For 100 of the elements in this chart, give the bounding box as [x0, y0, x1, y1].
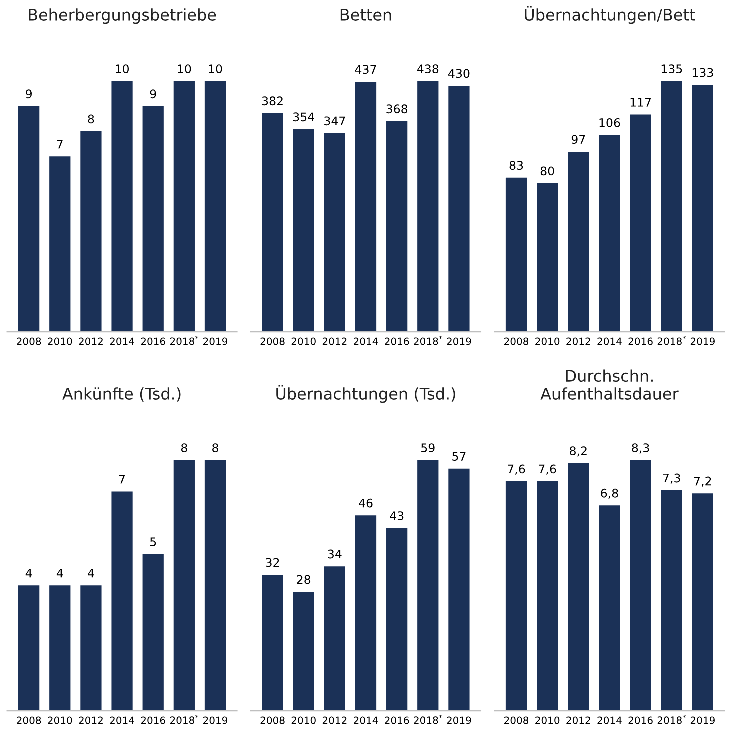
- chart-title: Ankünfte (Tsd.): [62, 388, 181, 402]
- bar: [262, 113, 284, 332]
- bar: [142, 106, 164, 332]
- data-label: 59: [422, 444, 435, 453]
- bar: [204, 81, 226, 332]
- bar: [204, 460, 226, 712]
- x-tick-label: 2008: [504, 716, 529, 724]
- x-tick-label: 2016: [141, 716, 166, 724]
- data-label: 7: [119, 475, 126, 484]
- x-tick-label: 2018$^{*}$: [658, 336, 686, 346]
- data-label: 4: [88, 569, 94, 578]
- data-label: 97: [572, 135, 586, 144]
- x-tick-label: 2008: [260, 716, 285, 724]
- x-tick-label: 2014: [354, 338, 378, 346]
- x-tick-label: 2010: [536, 338, 560, 346]
- data-label: 34: [328, 550, 342, 559]
- x-tick-label: 2018$^{*}$: [414, 715, 442, 724]
- data-label: 10: [116, 64, 130, 74]
- x-tick-label: 2014: [110, 338, 134, 346]
- data-label: 83: [510, 161, 524, 170]
- x-tick-label: 2019: [204, 716, 228, 724]
- bar: [537, 184, 558, 332]
- x-tick-label: 2012: [566, 338, 590, 346]
- bar: [418, 460, 439, 712]
- data-label: 57: [452, 452, 466, 462]
- bar: [262, 575, 284, 712]
- bar: [506, 482, 528, 712]
- bar: [418, 81, 439, 332]
- x-tick-label: 2016: [141, 338, 166, 346]
- bar: [448, 86, 470, 332]
- data-label: 32: [266, 558, 280, 568]
- bar: [18, 586, 40, 712]
- data-label: 80: [540, 166, 554, 176]
- data-label: 10: [209, 64, 222, 74]
- chart-title: Beherbergungsbetriebe: [29, 8, 216, 24]
- x-tick-label: 2012: [322, 716, 347, 724]
- bar: [448, 468, 470, 712]
- x-tick-label: 2018$^{*}$: [414, 336, 442, 346]
- x-tick-label: 2016: [628, 716, 653, 724]
- x-tick-label: 2016: [385, 716, 410, 724]
- bar: [18, 106, 40, 332]
- chart-title: Übernachtungen/Bett: [525, 6, 696, 24]
- chart-title: Betten: [340, 9, 392, 21]
- bar: [80, 586, 102, 712]
- bar: [174, 460, 195, 712]
- data-label: 354: [293, 112, 314, 122]
- bar: [355, 82, 377, 332]
- data-label: 133: [692, 68, 714, 78]
- bar: [568, 152, 590, 332]
- data-label: 135: [662, 64, 682, 74]
- data-label: 7,2: [694, 476, 712, 487]
- data-label: 8: [181, 444, 188, 453]
- x-tick-label: 2010: [292, 338, 316, 346]
- bar: [112, 81, 133, 332]
- data-label: 106: [600, 118, 620, 128]
- data-label: 382: [262, 96, 283, 106]
- x-tick-label: 2010: [292, 716, 316, 724]
- x-tick-label: 2008: [17, 716, 42, 724]
- x-tick-label: 2012: [79, 716, 103, 724]
- bar: [599, 506, 620, 712]
- bar: [293, 592, 314, 712]
- bar: [80, 132, 102, 332]
- data-label: 430: [448, 69, 470, 78]
- x-tick-label: 2016: [628, 338, 653, 346]
- data-label: 438: [417, 64, 439, 74]
- x-tick-label: 2019: [447, 338, 472, 346]
- data-label: 43: [390, 512, 404, 520]
- data-label: 437: [355, 65, 376, 74]
- bar: [568, 463, 590, 712]
- x-tick-label: 2014: [598, 716, 622, 724]
- data-label: 9: [150, 90, 156, 99]
- data-label: 8,2: [570, 446, 587, 457]
- x-tick-label: 2012: [566, 716, 590, 724]
- bar: [599, 135, 620, 332]
- bar: [50, 156, 71, 332]
- x-tick-label: 2019: [690, 338, 715, 346]
- bar: [174, 81, 195, 332]
- chart-title: Durchschn. Aufenthaltsdauer: [540, 370, 679, 400]
- data-label: 5: [150, 538, 156, 547]
- data-label: 6,8: [601, 488, 618, 500]
- bar: [630, 460, 652, 712]
- x-tick-label: 2008: [504, 338, 529, 346]
- x-tick-label: 2008: [260, 338, 285, 346]
- data-label: 7,3: [663, 474, 680, 484]
- data-label: 46: [359, 498, 373, 508]
- x-tick-label: 2014: [110, 716, 134, 724]
- bar: [506, 178, 528, 332]
- bar: [661, 490, 682, 712]
- data-label: 8: [88, 114, 94, 124]
- data-label: 8,3: [632, 444, 650, 454]
- x-tick-label: 2016: [385, 338, 410, 346]
- data-label: 28: [297, 575, 311, 584]
- bar: [112, 492, 133, 712]
- x-tick-label: 2014: [354, 716, 378, 724]
- data-label: 347: [324, 116, 346, 126]
- x-tick-label: 2019: [690, 716, 715, 724]
- bar: [692, 494, 714, 712]
- x-tick-label: 2008: [17, 338, 42, 346]
- x-tick-label: 2012: [322, 338, 347, 346]
- bar: [50, 586, 71, 712]
